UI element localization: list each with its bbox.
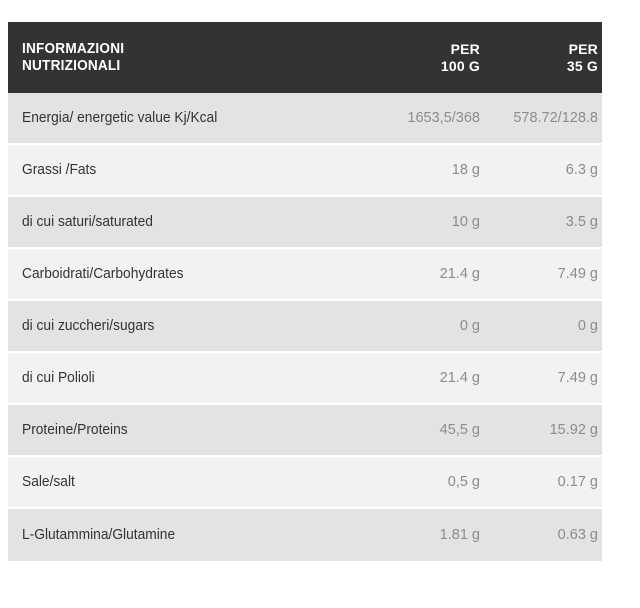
nutrient-label: Energia/ energetic value Kj/Kcal bbox=[22, 110, 218, 126]
nutrient-label: di cui saturi/saturated bbox=[22, 214, 153, 230]
nutrient-value-per-100g: 45,5 g bbox=[439, 422, 480, 438]
nutrient-value-per-100g: 0,5 g bbox=[447, 474, 480, 490]
nutrient-value-per-35g: 3.5 g bbox=[565, 214, 598, 230]
table-row: L-Glutammina/Glutamine 1.81 g 0.63 g bbox=[8, 509, 602, 561]
nutrient-label: L-Glutammina/Glutamine bbox=[22, 527, 176, 543]
table-row: di cui Polioli 21.4 g 7.49 g bbox=[8, 353, 602, 405]
nutrient-value-per-100g: 1653,5/368 bbox=[407, 110, 480, 126]
nutrient-value-per-100g: 21.4 g bbox=[439, 370, 480, 386]
nutrient-label: di cui Polioli bbox=[22, 370, 95, 386]
nutrient-label: Carboidrati/Carbohydrates bbox=[22, 266, 184, 282]
nutrition-facts-table: INFORMAZIONI NUTRIZIONALI PER 100 G PER … bbox=[8, 22, 602, 561]
table-row: di cui saturi/saturated 10 g 3.5 g bbox=[8, 197, 602, 249]
nutrient-label: di cui zuccheri/sugars bbox=[22, 318, 155, 334]
nutrient-label: Grassi /Fats bbox=[22, 162, 97, 178]
nutrient-value-per-100g: 1.81 g bbox=[439, 527, 480, 543]
nutrient-value-per-35g: 578.72/128.8 bbox=[513, 110, 598, 126]
table-row: Carboidrati/Carbohydrates 21.4 g 7.49 g bbox=[8, 249, 602, 301]
table-header-title: INFORMAZIONI NUTRIZIONALI bbox=[22, 40, 125, 74]
nutrient-value-per-35g: 0 g bbox=[577, 318, 598, 334]
table-row: di cui zuccheri/sugars 0 g 0 g bbox=[8, 301, 602, 353]
nutrient-value-per-35g: 7.49 g bbox=[557, 266, 598, 282]
nutrient-value-per-100g: 0 g bbox=[459, 318, 480, 334]
table-row: Energia/ energetic value Kj/Kcal 1653,5/… bbox=[8, 93, 602, 145]
table-header-per-100g: PER 100 G bbox=[440, 40, 480, 74]
nutrient-value-per-35g: 0.63 g bbox=[557, 527, 598, 543]
table-row: Grassi /Fats 18 g 6.3 g bbox=[8, 145, 602, 197]
nutrient-label: Sale/salt bbox=[22, 474, 75, 490]
table-header-row: INFORMAZIONI NUTRIZIONALI PER 100 G PER … bbox=[8, 22, 602, 93]
nutrient-label: Proteine/Proteins bbox=[22, 422, 128, 438]
nutrient-value-per-35g: 7.49 g bbox=[557, 370, 598, 386]
nutrient-value-per-35g: 0.17 g bbox=[557, 474, 598, 490]
table-row: Sale/salt 0,5 g 0.17 g bbox=[8, 457, 602, 509]
table-header-per-35g: PER 35 G bbox=[566, 40, 598, 74]
table-body: Energia/ energetic value Kj/Kcal 1653,5/… bbox=[8, 93, 602, 561]
nutrient-value-per-35g: 6.3 g bbox=[565, 162, 598, 178]
nutrient-value-per-35g: 15.92 g bbox=[549, 422, 598, 438]
nutrient-value-per-100g: 21.4 g bbox=[439, 266, 480, 282]
nutrient-value-per-100g: 10 g bbox=[451, 214, 480, 230]
nutrient-value-per-100g: 18 g bbox=[451, 162, 480, 178]
table-row: Proteine/Proteins 45,5 g 15.92 g bbox=[8, 405, 602, 457]
